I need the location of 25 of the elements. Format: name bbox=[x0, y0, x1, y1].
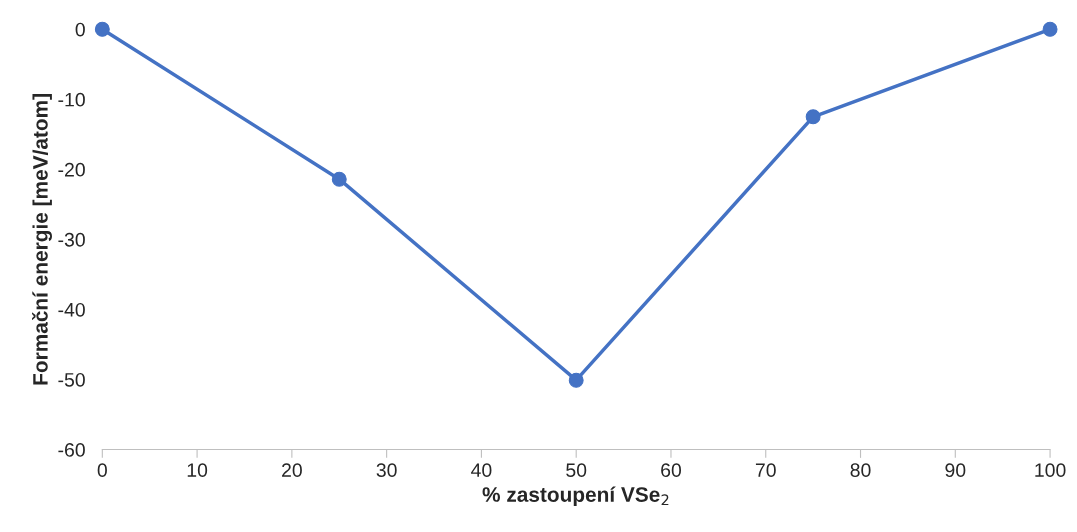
x-tick-label: 100 bbox=[1035, 463, 1066, 478]
x-tick-label: 80 bbox=[850, 463, 871, 478]
point bbox=[331, 171, 347, 187]
point bbox=[1042, 21, 1058, 37]
y-tick-label: -60 bbox=[58, 443, 85, 457]
y-tick-label: -20 bbox=[58, 162, 85, 177]
x-tick-label: 10 bbox=[187, 463, 208, 478]
y-tick-label: 0 bbox=[75, 22, 85, 37]
x-tick-label: 30 bbox=[376, 463, 397, 478]
point bbox=[805, 109, 821, 125]
x-tick-label: 20 bbox=[282, 463, 302, 478]
x-tick-label: 90 bbox=[945, 463, 966, 478]
y-axis-title: Formační energie [meV/atom] bbox=[32, 94, 52, 385]
y-tick-label: -40 bbox=[58, 302, 85, 317]
x-tick-label: 70 bbox=[755, 463, 776, 478]
y-tick-label: -10 bbox=[58, 92, 85, 107]
x-tick-label: 40 bbox=[471, 463, 492, 478]
y-tick-label: -50 bbox=[58, 372, 85, 387]
x-tick-label: 50 bbox=[566, 463, 587, 478]
x-tick-label: 0 bbox=[97, 463, 107, 478]
y-tick-label: -30 bbox=[58, 232, 85, 247]
x-axis-title: % zastoupení VSe$_{2}$ bbox=[482, 486, 669, 507]
point bbox=[94, 21, 110, 37]
x-tick-label: 60 bbox=[661, 463, 682, 478]
point bbox=[568, 372, 584, 388]
